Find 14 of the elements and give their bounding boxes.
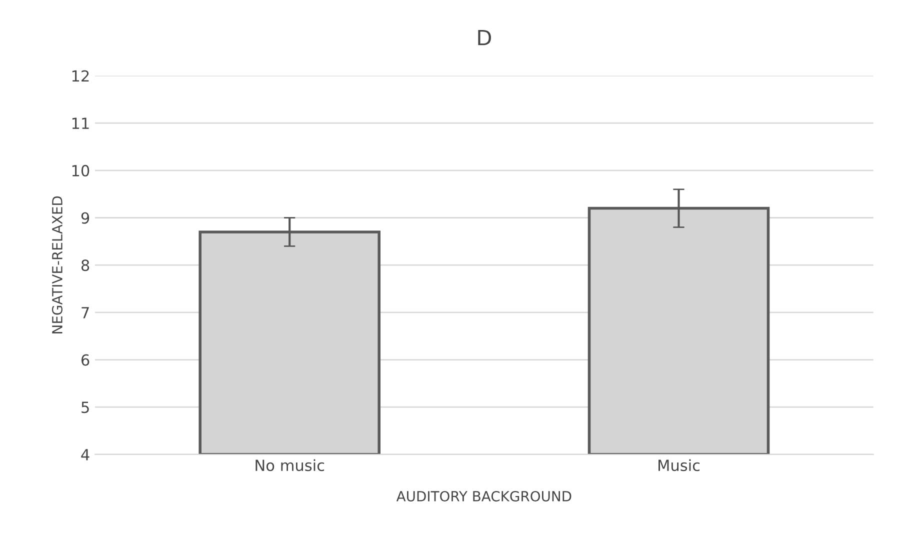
y-tick-label: 10: [72, 164, 90, 176]
y-tick-label: 9: [81, 212, 90, 224]
y-axis-title: NEGATIVE-RELAXED: [52, 196, 62, 334]
y-tick-label: 7: [82, 307, 89, 318]
y-tick-label: 6: [82, 354, 90, 366]
x-tick-label: Music: [658, 459, 700, 472]
y-tick-label: 12: [72, 70, 89, 82]
y-tick-label: 8: [81, 260, 90, 272]
chart-title: D: [478, 30, 491, 46]
x-tick-label: No music: [256, 459, 324, 472]
y-tick-label: 11: [72, 118, 89, 129]
x-axis-title: AUDITORY BACKGROUND: [396, 491, 572, 502]
y-tick-label: 5: [82, 402, 89, 414]
y-tick-label: 4: [81, 449, 90, 460]
